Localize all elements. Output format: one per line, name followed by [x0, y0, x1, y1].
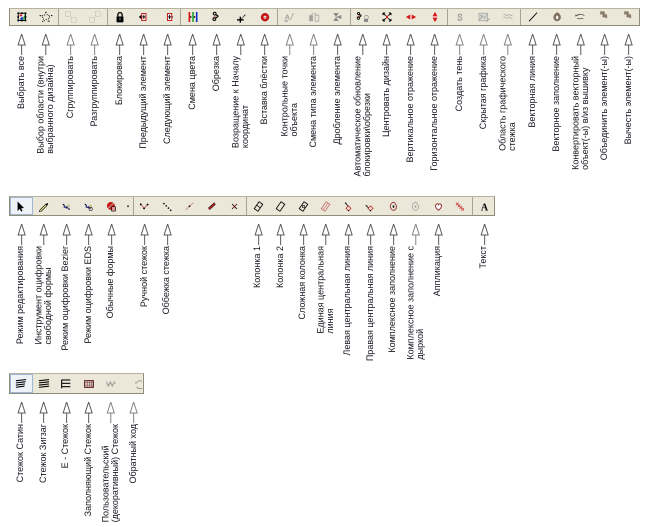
svg-text:S: S: [457, 14, 462, 24]
svg-text:A: A: [481, 202, 489, 213]
svg-text:A: A: [285, 12, 291, 21]
